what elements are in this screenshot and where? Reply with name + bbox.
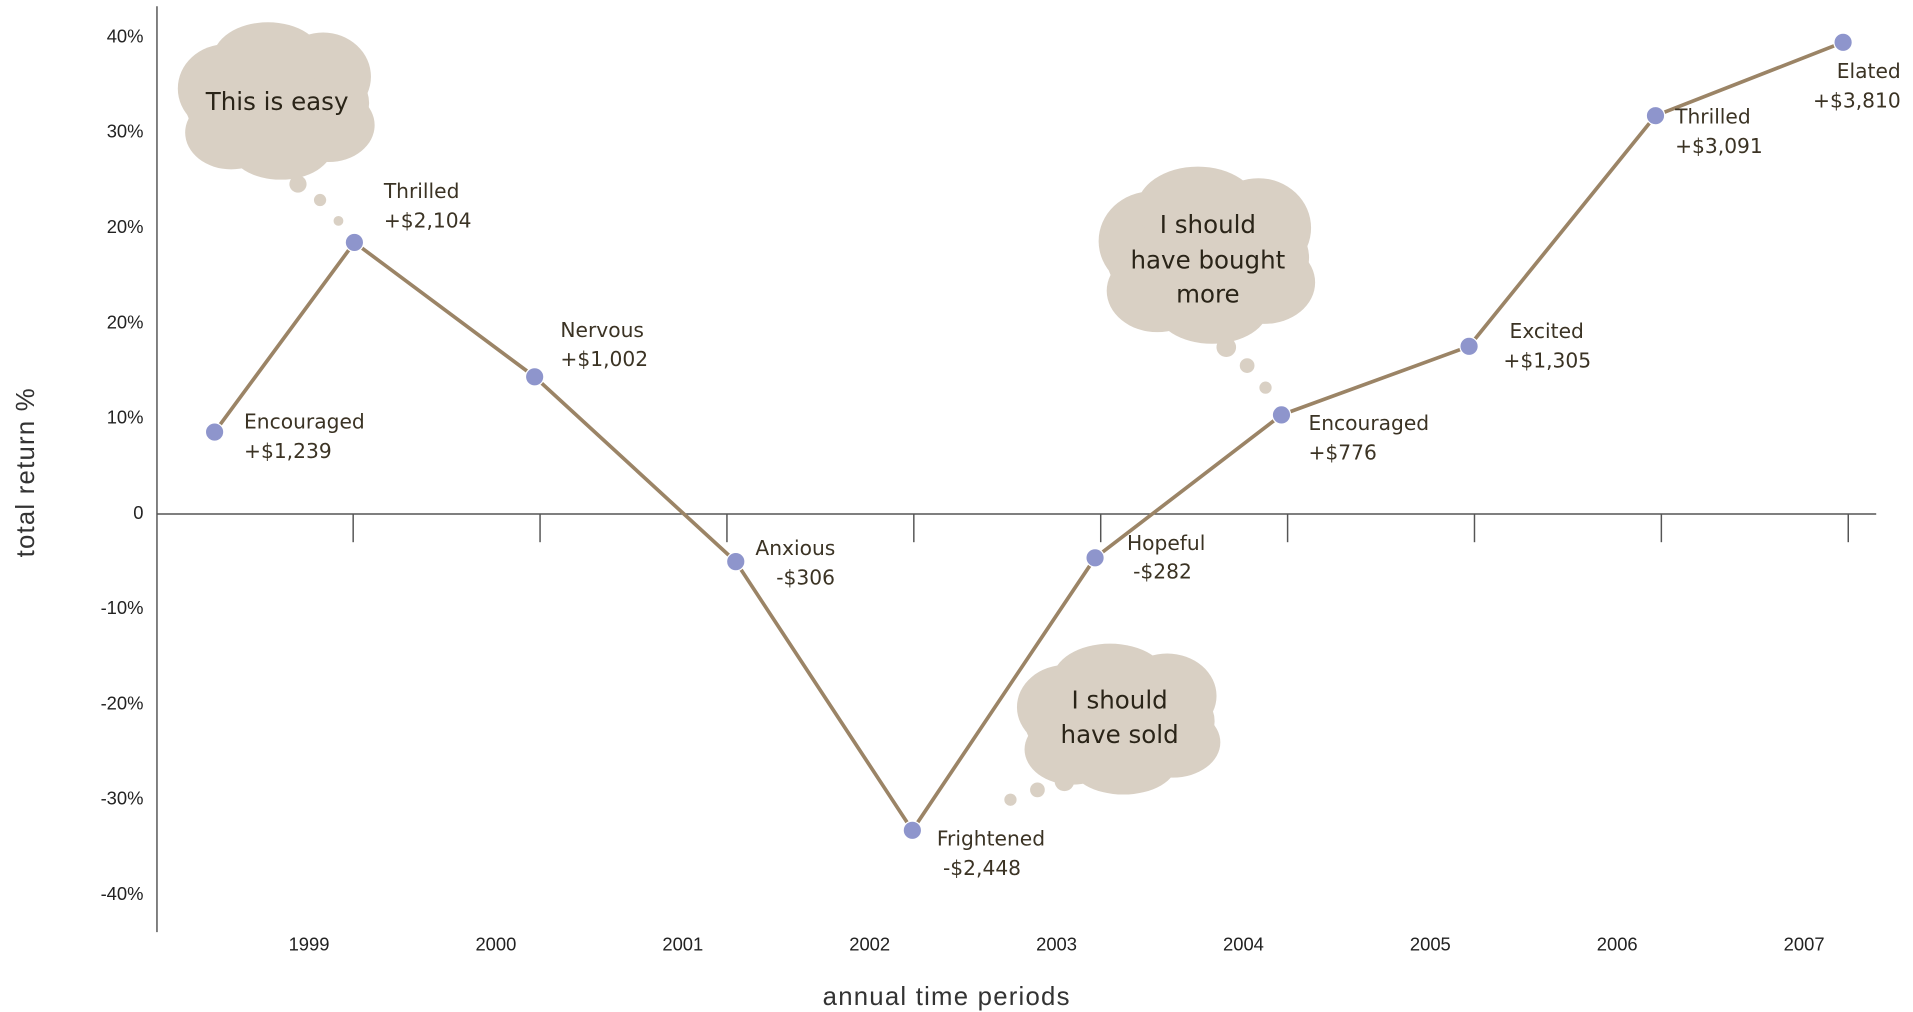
point-amount: +$3,091	[1675, 134, 1763, 158]
data-point	[344, 232, 365, 253]
thought-cloud	[1004, 643, 1221, 806]
cloud-bubble	[1030, 782, 1045, 798]
point-mood: Anxious	[755, 536, 835, 560]
y-tick-label: 20%	[107, 311, 144, 332]
point-amount: +$2,104	[384, 209, 472, 233]
x-tick-label: 2000	[475, 933, 516, 954]
thought-text: I should	[1160, 210, 1256, 239]
y-axis-title: total return %	[12, 387, 40, 557]
y-tick-label: 20%	[107, 216, 144, 237]
data-point	[725, 551, 746, 572]
point-amount: -$2,448	[943, 856, 1021, 880]
data-point	[1833, 32, 1853, 53]
cloud-puff	[1053, 643, 1168, 715]
thought-text: have sold	[1061, 720, 1179, 749]
point-mood: Thrilled	[1674, 104, 1751, 128]
data-point	[902, 820, 923, 841]
x-axis-title: annual time periods	[823, 983, 1071, 1011]
x-tick-label: 2006	[1597, 933, 1638, 954]
point-mood: Excited	[1510, 319, 1584, 343]
data-point	[204, 422, 225, 442]
y-tick-label: 10%	[107, 407, 144, 428]
x-tick-label: 2002	[849, 933, 890, 954]
y-tick-label: 0	[133, 502, 143, 523]
cloud-bubble	[1216, 337, 1237, 358]
data-point	[1271, 405, 1292, 425]
cloud-bubble	[313, 193, 327, 207]
point-amount: +$3,810	[1813, 88, 1901, 112]
data-point	[1085, 548, 1105, 568]
cloud-puff	[1070, 732, 1177, 795]
y-tick-label: -40%	[101, 883, 144, 904]
cloud-bubble	[1004, 793, 1017, 806]
x-tick-label: 2001	[662, 933, 703, 954]
series-line	[213, 40, 1844, 833]
point-mood: Encouraged	[1308, 411, 1429, 435]
cloud-puff	[1137, 166, 1259, 250]
x-tick-label: 2007	[1784, 933, 1825, 954]
point-amount: +$776	[1308, 440, 1376, 464]
x-tick-label: 1999	[289, 933, 330, 954]
y-tick-label: -20%	[101, 692, 144, 713]
y-tick-label: 30%	[107, 121, 144, 142]
cloud-bubble	[289, 175, 307, 193]
cloud-puff	[212, 22, 324, 96]
point-mood: Thrilled	[383, 179, 460, 203]
point-amount: +$1,305	[1503, 348, 1591, 372]
cloud-bubble	[1259, 381, 1272, 394]
cloud-bubble	[333, 215, 344, 226]
cloud-bubble	[1054, 771, 1075, 792]
point-amount: -$282	[1133, 559, 1192, 583]
point-mood: Hopeful	[1127, 531, 1205, 555]
data-point	[524, 366, 545, 387]
point-amount: -$306	[776, 565, 835, 589]
point-mood: Nervous	[560, 318, 644, 342]
point-mood: Encouraged	[244, 410, 365, 434]
y-tick-label: 40%	[107, 25, 144, 46]
x-tick-label: 2004	[1223, 933, 1264, 954]
point-amount: +$1,002	[560, 347, 648, 371]
point-mood: Elated	[1837, 59, 1901, 83]
thought-cloud	[1098, 166, 1316, 394]
thought-text: This is easy	[205, 87, 349, 116]
thought-text: more	[1176, 280, 1240, 309]
y-tick-label: -10%	[101, 597, 144, 618]
cloud-puff	[1155, 270, 1269, 344]
x-tick-label: 2005	[1410, 933, 1451, 954]
thought-text: I should	[1071, 686, 1167, 715]
data-point	[1645, 105, 1666, 126]
y-tick-label: -30%	[101, 788, 144, 809]
thought-cloud	[177, 22, 375, 226]
cloud-bubble	[1239, 358, 1255, 373]
point-amount: +$1,239	[244, 439, 332, 463]
thought-text: have bought	[1131, 245, 1286, 274]
cloud-puff	[229, 114, 333, 180]
point-mood: Frightened	[937, 827, 1045, 851]
data-point	[1459, 336, 1479, 357]
x-tick-label: 2003	[1036, 933, 1077, 954]
